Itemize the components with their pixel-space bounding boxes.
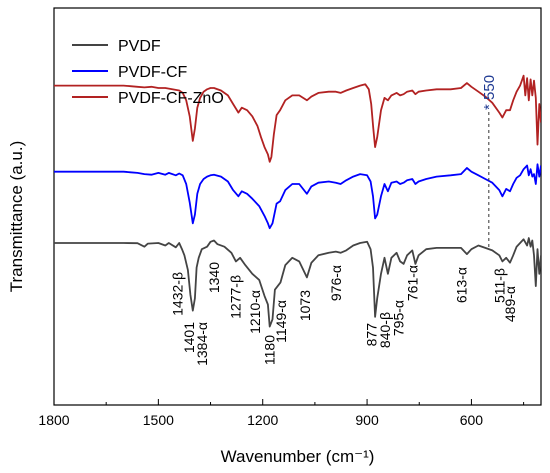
legend: PVDF PVDF-CF PVDF-CF-ZnO xyxy=(72,38,224,107)
peak-label: 1340 xyxy=(206,262,222,293)
x-axis-title: Wavenumber (cm⁻¹) xyxy=(221,447,375,466)
peak-label: 1277-β xyxy=(228,275,244,319)
peak-label: 1073 xyxy=(297,290,313,321)
peak-label: 1210-α xyxy=(247,290,263,334)
legend-label: PVDF-CF xyxy=(118,64,188,81)
series-line-2 xyxy=(54,74,541,163)
marker-label: * 550 xyxy=(481,75,498,110)
plot-frame xyxy=(53,7,542,406)
legend-label: PVDF xyxy=(118,38,161,55)
peak-label: 489-α xyxy=(502,286,518,322)
x-tick-label: 1200 xyxy=(247,412,278,428)
peak-label: 877 xyxy=(364,323,380,347)
peak-label: 976-α xyxy=(328,265,344,301)
marker-550: * 550 xyxy=(481,75,498,248)
x-tick-label: 900 xyxy=(355,412,379,428)
legend-label: PVDF-CF-ZnO xyxy=(118,90,224,107)
peak-label: 1432-β xyxy=(170,272,186,316)
x-tick-label: 1500 xyxy=(143,412,174,428)
peak-label: 1149-α xyxy=(273,300,289,343)
series-line-0 xyxy=(54,237,541,328)
x-tick-label: 600 xyxy=(460,412,484,428)
axes: 1800 1500 1200 900 600 xyxy=(38,7,542,428)
peak-label: 761-α xyxy=(404,265,420,301)
peak-label: 795-α xyxy=(390,300,406,336)
x-tick-label: 1800 xyxy=(38,412,69,428)
peak-label: 1384-α xyxy=(194,322,210,366)
series-line-1 xyxy=(54,163,541,230)
peak-label: 1180 xyxy=(262,335,278,365)
series-group xyxy=(54,74,541,328)
peak-label: 1401 xyxy=(181,322,197,353)
peak-label: 511-β xyxy=(491,268,507,303)
peak-label: 840-β xyxy=(377,312,393,348)
peak-label: 613-α xyxy=(454,267,470,303)
y-axis-title: Transmittance (a.u.) xyxy=(7,141,26,292)
